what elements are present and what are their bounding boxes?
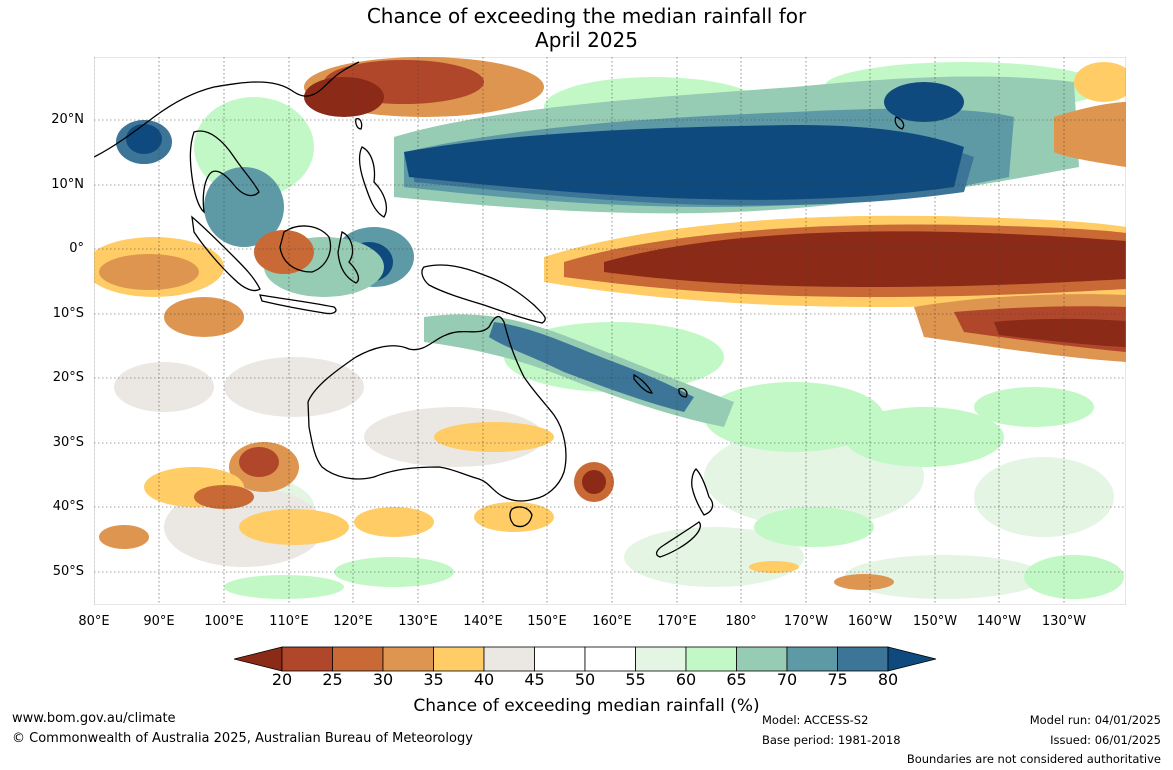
borneo-coastline — [279, 225, 332, 273]
latitude-label: 10°S — [52, 306, 84, 321]
latitude-label: 30°S — [52, 435, 84, 450]
latitude-label: 50°S — [52, 564, 84, 579]
tasmania-coastline — [509, 506, 533, 528]
colorbar-bin — [534, 646, 586, 672]
colorbar-min-extend — [234, 646, 283, 672]
latitude-label: 10°N — [51, 177, 84, 192]
rainfall-map — [94, 57, 1126, 605]
longitude-label: 170°E — [657, 614, 697, 629]
colorbar-bin — [281, 646, 333, 672]
latitude-label: 20°S — [52, 370, 84, 385]
colorbar-bin — [635, 646, 687, 672]
longitude-label: 110°E — [269, 614, 309, 629]
longitude-label: 160°W — [847, 614, 893, 629]
hawaii-coastline — [894, 116, 905, 130]
title-line-1: Chance of exceeding the median rainfall … — [366, 4, 807, 28]
longitude-label: 150°E — [527, 614, 567, 629]
colorbar-tick-label: 65 — [726, 670, 747, 689]
fiji-coastline — [678, 387, 688, 398]
colorbar-tick-label: 70 — [776, 670, 798, 689]
colorbar-bin — [685, 646, 737, 672]
taiwan-coastline — [355, 117, 363, 130]
dry-band-equator — [544, 62, 1126, 362]
map-title: Chance of exceeding the median rainfall … — [0, 4, 1173, 52]
footer-model-run: Model run: 04/01/2025 — [1029, 713, 1161, 727]
dry-area-north — [94, 57, 544, 337]
longitude-label: 120°E — [333, 614, 373, 629]
colorbar-bin — [382, 646, 434, 672]
longitude-label: 140°W — [976, 614, 1022, 629]
sulawesi-coastline — [337, 231, 360, 284]
longitude-label: 140°E — [463, 614, 503, 629]
new-caledonia-coastline — [633, 373, 654, 394]
java-coastline — [259, 294, 337, 315]
latitude-label: 0° — [69, 241, 84, 256]
latitude-label: 20°N — [51, 112, 84, 127]
longitude-label: 170°W — [783, 614, 829, 629]
colorbar-tick-label: 80 — [877, 670, 899, 689]
colorbar-max-extend — [887, 646, 937, 672]
colorbar-tick-label: 40 — [473, 670, 495, 689]
longitude-label: 180° — [725, 614, 757, 629]
colorbar-tick-label: 45 — [524, 670, 545, 689]
philippines-coastline — [358, 146, 388, 218]
colorbar-tick-label: 30 — [372, 670, 394, 689]
indochina-coastline — [189, 130, 260, 214]
coastlines — [94, 61, 905, 558]
colorbar-tick-label: 75 — [827, 670, 848, 689]
colorbar-bin — [584, 646, 636, 672]
sumatra-coastline — [191, 215, 261, 292]
longitude-label: 100°E — [204, 614, 244, 629]
asia-north-coastline — [94, 61, 360, 158]
colorbar-bin — [786, 646, 838, 672]
gridlines — [94, 57, 1126, 605]
colorbar — [234, 646, 937, 672]
title-line-2: April 2025 — [535, 28, 638, 52]
longitude-label: 130°W — [1041, 614, 1087, 629]
longitude-label: 90°E — [143, 614, 175, 629]
footer-issued: Issued: 06/01/2025 — [1050, 733, 1161, 747]
longitude-label: 150°W — [912, 614, 958, 629]
colorbar-title: Chance of exceeding median rainfall (%) — [413, 696, 760, 716]
new-zealand-north-coastline — [691, 468, 714, 516]
longitude-label: 130°E — [398, 614, 438, 629]
footer-base-period: Base period: 1981-2018 — [762, 733, 901, 747]
colorbar-bin — [483, 646, 535, 672]
dry-area-south — [99, 422, 894, 590]
longitude-label: 160°E — [592, 614, 632, 629]
colorbar-bin — [433, 646, 485, 672]
footer-model: Model: ACCESS-S2 — [762, 713, 869, 727]
colorbar-bin — [837, 646, 889, 672]
latitude-label: 40°S — [52, 499, 84, 514]
longitude-label: 80°E — [78, 614, 110, 629]
map-canvas — [94, 57, 1126, 605]
new-guinea-coastline — [421, 264, 546, 324]
colorbar-tick-label: 20 — [271, 670, 293, 689]
colorbar-tick-label: 35 — [423, 670, 444, 689]
colorbar-tick-label: 60 — [675, 670, 697, 689]
footer-boundaries: Boundaries are not considered authoritat… — [906, 752, 1161, 766]
wet-band-north — [116, 76, 1079, 287]
australia-coastline — [307, 315, 567, 502]
colorbar-tick-label: 55 — [625, 670, 646, 689]
colorbar-tick-label: 50 — [574, 670, 596, 689]
colorbar-bin — [736, 646, 788, 672]
colorbar-bin — [332, 646, 384, 672]
colorbar-tick-label: 25 — [322, 670, 343, 689]
new-zealand-south-coastline — [655, 521, 701, 558]
footer-copyright: © Commonwealth of Australia 2025, Austra… — [12, 731, 473, 746]
footer-url: www.bom.gov.au/climate — [12, 711, 176, 726]
